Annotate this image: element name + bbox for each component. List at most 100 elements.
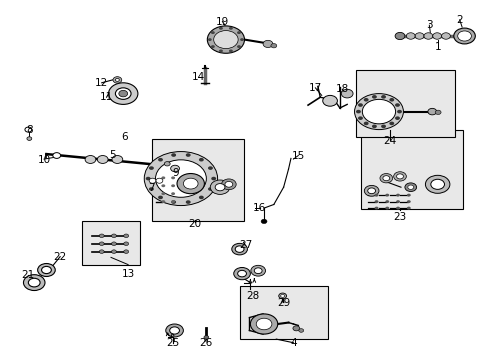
- Circle shape: [396, 174, 403, 179]
- Text: 23: 23: [392, 212, 406, 222]
- Text: 24: 24: [383, 136, 396, 146]
- Circle shape: [219, 49, 223, 52]
- Circle shape: [171, 184, 175, 187]
- Circle shape: [144, 152, 217, 206]
- Text: 8: 8: [26, 125, 33, 135]
- Circle shape: [165, 324, 183, 337]
- Text: 16: 16: [252, 203, 265, 213]
- Circle shape: [53, 153, 61, 158]
- Circle shape: [432, 33, 441, 39]
- Circle shape: [207, 166, 212, 170]
- Circle shape: [185, 153, 190, 157]
- Circle shape: [38, 264, 55, 276]
- Text: 1: 1: [433, 42, 440, 52]
- Circle shape: [367, 188, 375, 194]
- Circle shape: [441, 33, 449, 39]
- Circle shape: [298, 329, 303, 332]
- Circle shape: [322, 95, 337, 106]
- Circle shape: [111, 234, 116, 238]
- Circle shape: [240, 38, 244, 41]
- Circle shape: [393, 172, 406, 181]
- Circle shape: [355, 110, 360, 113]
- Circle shape: [395, 207, 399, 210]
- Circle shape: [207, 26, 244, 53]
- Text: 2: 2: [455, 15, 462, 25]
- Circle shape: [395, 194, 399, 197]
- Text: 17: 17: [308, 83, 322, 93]
- Circle shape: [27, 137, 32, 140]
- Circle shape: [453, 28, 474, 44]
- Circle shape: [457, 31, 470, 41]
- Circle shape: [406, 200, 410, 203]
- Circle shape: [394, 32, 404, 40]
- Circle shape: [394, 116, 399, 120]
- Circle shape: [233, 267, 250, 280]
- Circle shape: [145, 177, 150, 180]
- Bar: [360, 130, 462, 209]
- Circle shape: [170, 165, 179, 172]
- Circle shape: [256, 318, 271, 330]
- Circle shape: [406, 194, 410, 197]
- Circle shape: [112, 156, 122, 163]
- Circle shape: [183, 178, 198, 189]
- Circle shape: [396, 110, 401, 113]
- Circle shape: [199, 195, 203, 199]
- Circle shape: [235, 246, 244, 252]
- Circle shape: [221, 179, 236, 190]
- Circle shape: [261, 219, 266, 224]
- Circle shape: [434, 110, 440, 114]
- Text: 10: 10: [38, 155, 50, 165]
- Circle shape: [99, 242, 104, 246]
- Circle shape: [357, 103, 362, 107]
- Circle shape: [185, 200, 190, 204]
- Bar: [239, 286, 327, 339]
- Circle shape: [215, 184, 224, 191]
- Text: 13: 13: [121, 269, 135, 279]
- Text: 4: 4: [289, 338, 296, 348]
- Circle shape: [374, 200, 378, 203]
- Circle shape: [425, 175, 449, 193]
- Circle shape: [213, 31, 238, 49]
- Circle shape: [99, 250, 104, 253]
- Circle shape: [414, 33, 423, 39]
- Circle shape: [108, 83, 138, 104]
- Circle shape: [171, 176, 175, 179]
- Text: 21: 21: [21, 270, 35, 280]
- Circle shape: [171, 200, 176, 204]
- Circle shape: [374, 194, 378, 197]
- Circle shape: [263, 40, 272, 48]
- Text: 5: 5: [109, 150, 116, 160]
- Circle shape: [250, 265, 265, 276]
- Circle shape: [371, 95, 376, 99]
- Text: 3: 3: [425, 20, 432, 30]
- Circle shape: [237, 270, 246, 277]
- Circle shape: [156, 178, 163, 183]
- Circle shape: [155, 160, 206, 197]
- Circle shape: [224, 181, 232, 187]
- Circle shape: [115, 78, 119, 81]
- Circle shape: [404, 183, 416, 192]
- Circle shape: [395, 200, 399, 203]
- Circle shape: [119, 90, 127, 97]
- Circle shape: [164, 162, 170, 166]
- Circle shape: [363, 98, 368, 102]
- Circle shape: [278, 293, 286, 299]
- Circle shape: [161, 200, 165, 203]
- Circle shape: [427, 108, 436, 115]
- Circle shape: [111, 250, 116, 253]
- Circle shape: [41, 266, 51, 274]
- Text: 12: 12: [95, 78, 108, 88]
- Circle shape: [149, 187, 154, 191]
- Bar: [82, 221, 140, 265]
- Circle shape: [228, 49, 232, 52]
- Circle shape: [169, 327, 179, 334]
- Circle shape: [123, 242, 128, 246]
- Circle shape: [380, 125, 385, 128]
- Circle shape: [210, 31, 214, 34]
- Circle shape: [237, 45, 241, 48]
- Text: 29: 29: [276, 298, 290, 308]
- Circle shape: [177, 174, 204, 194]
- Circle shape: [171, 192, 175, 195]
- Circle shape: [385, 207, 388, 210]
- Circle shape: [23, 275, 45, 291]
